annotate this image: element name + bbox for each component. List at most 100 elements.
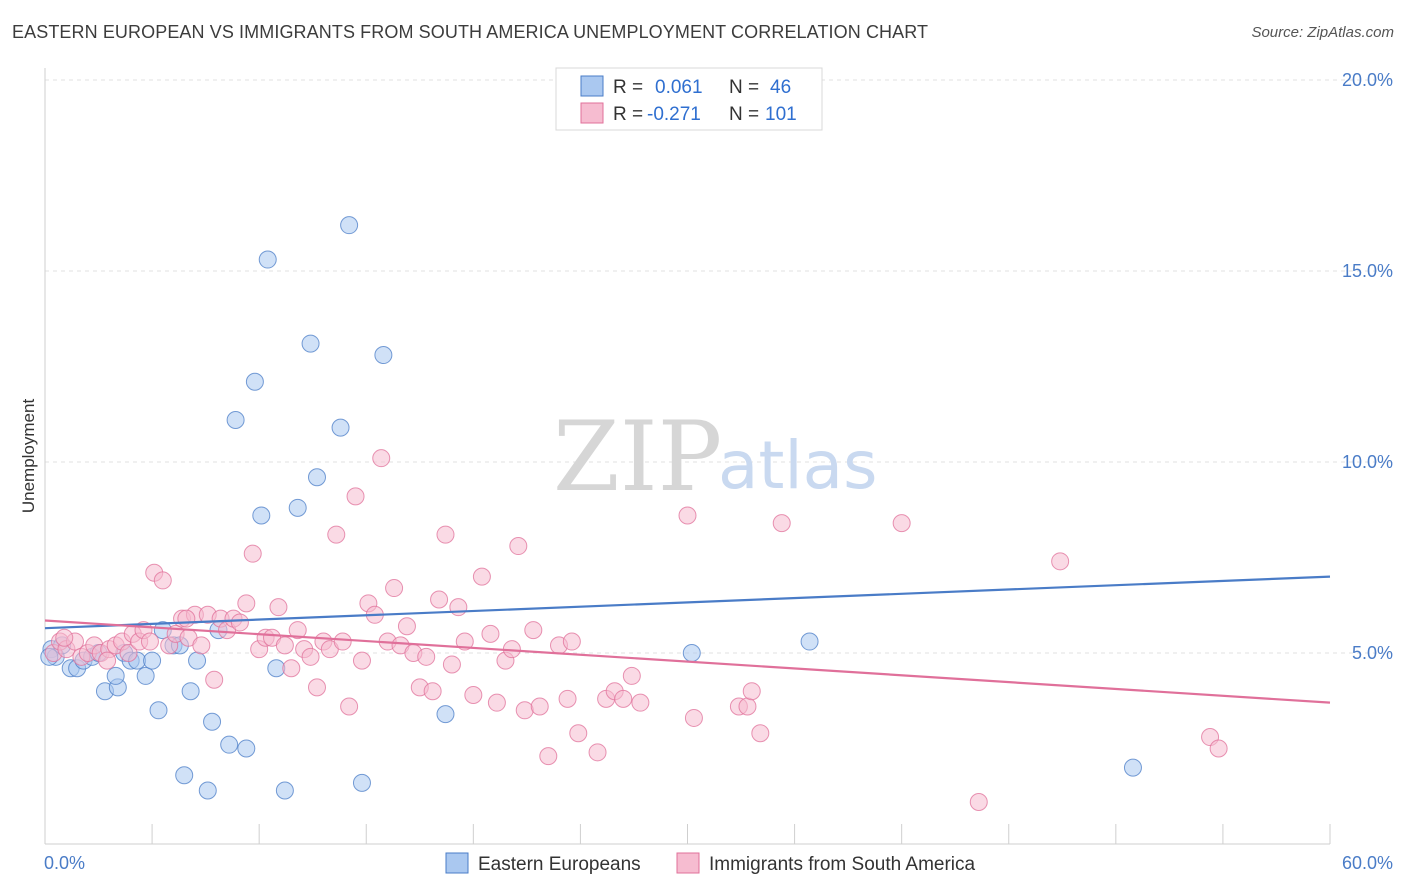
- data-point: [352, 773, 371, 792]
- data-point: [524, 621, 543, 640]
- data-point: [188, 651, 207, 670]
- data-point: [487, 693, 506, 712]
- data-point: [192, 636, 211, 655]
- data-point: [226, 410, 245, 429]
- data-point: [275, 636, 294, 655]
- legend-r-label-1: R =: [613, 104, 643, 125]
- y-tick-label-1: 10.0%: [1342, 452, 1393, 472]
- y-tick-label-0: 5.0%: [1352, 643, 1393, 663]
- data-point: [1051, 552, 1070, 571]
- data-point: [800, 632, 819, 651]
- data-point: [340, 216, 359, 235]
- data-point: [622, 666, 641, 685]
- watermark-zip: ZIP: [553, 401, 722, 513]
- data-point: [562, 632, 581, 651]
- bottom-legend-swatch-eastern-europeans: [445, 852, 469, 874]
- data-point: [372, 449, 391, 468]
- data-point: [481, 624, 500, 643]
- data-point: [181, 682, 200, 701]
- data-point: [969, 792, 988, 811]
- data-point: [258, 250, 277, 269]
- data-point: [327, 525, 346, 544]
- data-point: [631, 693, 650, 712]
- data-point: [472, 567, 491, 586]
- chart-title: EASTERN EUROPEAN VS IMMIGRANTS FROM SOUT…: [12, 22, 929, 42]
- data-point: [449, 598, 468, 617]
- data-point: [307, 678, 326, 697]
- data-point: [397, 617, 416, 636]
- legend-n-value-1: 101: [765, 104, 797, 125]
- legend-r-value-1: -0.271: [647, 104, 701, 125]
- data-point: [442, 655, 461, 674]
- data-point: [1209, 739, 1228, 758]
- data-point: [374, 346, 393, 365]
- data-point: [288, 498, 307, 517]
- data-point: [177, 609, 196, 628]
- data-point: [333, 632, 352, 651]
- data-point: [1123, 758, 1142, 777]
- data-point: [352, 651, 371, 670]
- data-point: [243, 544, 262, 563]
- legend-r-value-0: 0.061: [655, 77, 703, 98]
- data-point: [423, 682, 442, 701]
- bottom-legend-swatch-south-america: [676, 852, 700, 874]
- data-point: [682, 644, 701, 662]
- data-point: [153, 571, 172, 590]
- data-point: [772, 514, 791, 533]
- legend-swatch-south-america: [580, 102, 604, 124]
- data-point: [220, 735, 239, 754]
- data-point: [340, 697, 359, 716]
- data-point: [98, 651, 117, 670]
- data-point: [742, 682, 761, 701]
- data-point: [143, 651, 162, 670]
- data-point: [149, 701, 168, 720]
- data-point: [430, 590, 449, 609]
- data-point: [751, 724, 770, 743]
- y-tick-labels: 5.0% 10.0% 15.0% 20.0%: [1342, 70, 1393, 663]
- source-label: Source: ZipAtlas.com: [1251, 24, 1394, 41]
- bottom-legend-label-south-america: Immigrants from South America: [709, 854, 976, 875]
- data-point: [106, 666, 125, 685]
- trend-line-1: [44, 619, 1331, 704]
- data-point: [684, 708, 703, 727]
- data-point: [436, 705, 455, 724]
- bottom-legend: Eastern Europeans Immigrants from South …: [445, 852, 976, 875]
- data-point: [509, 537, 528, 556]
- data-point: [892, 514, 911, 533]
- data-point: [282, 659, 301, 678]
- data-point: [175, 766, 194, 785]
- data-point: [252, 506, 271, 525]
- data-point: [331, 418, 350, 437]
- data-point: [588, 743, 607, 762]
- data-point: [385, 579, 404, 598]
- legend-n-value-0: 46: [770, 77, 791, 98]
- trend-lines: [44, 575, 1331, 704]
- legend: R = 0.061 N = 46 R = -0.271 N = 101: [555, 67, 823, 131]
- y-tick-label-2: 15.0%: [1342, 261, 1393, 281]
- data-point: [136, 666, 155, 685]
- legend-r-label-0: R =: [613, 77, 643, 98]
- data-point: [455, 632, 474, 651]
- legend-swatch-eastern-europeans: [580, 75, 604, 97]
- data-point: [230, 613, 249, 632]
- y-tick-label-3: 20.0%: [1342, 70, 1393, 90]
- data-point: [738, 697, 757, 716]
- data-point: [301, 334, 320, 353]
- y-axis-label: Unemployment: [19, 399, 38, 514]
- data-point: [198, 781, 217, 800]
- data-point: [346, 487, 365, 506]
- data-point: [267, 659, 286, 678]
- legend-n-label-1: N =: [729, 104, 759, 125]
- x-tick-label-max: 60.0%: [1342, 853, 1393, 873]
- data-point: [436, 525, 455, 544]
- data-point: [203, 712, 222, 731]
- x-tick-label-min: 0.0%: [44, 853, 85, 873]
- data-point: [614, 689, 633, 708]
- data-point: [237, 594, 256, 613]
- bottom-legend-label-eastern-europeans: Eastern Europeans: [478, 854, 641, 875]
- series-eastern-europeans-points: [40, 216, 1142, 800]
- data-point: [558, 689, 577, 708]
- trend-line-0: [44, 575, 1331, 630]
- data-point: [307, 468, 326, 487]
